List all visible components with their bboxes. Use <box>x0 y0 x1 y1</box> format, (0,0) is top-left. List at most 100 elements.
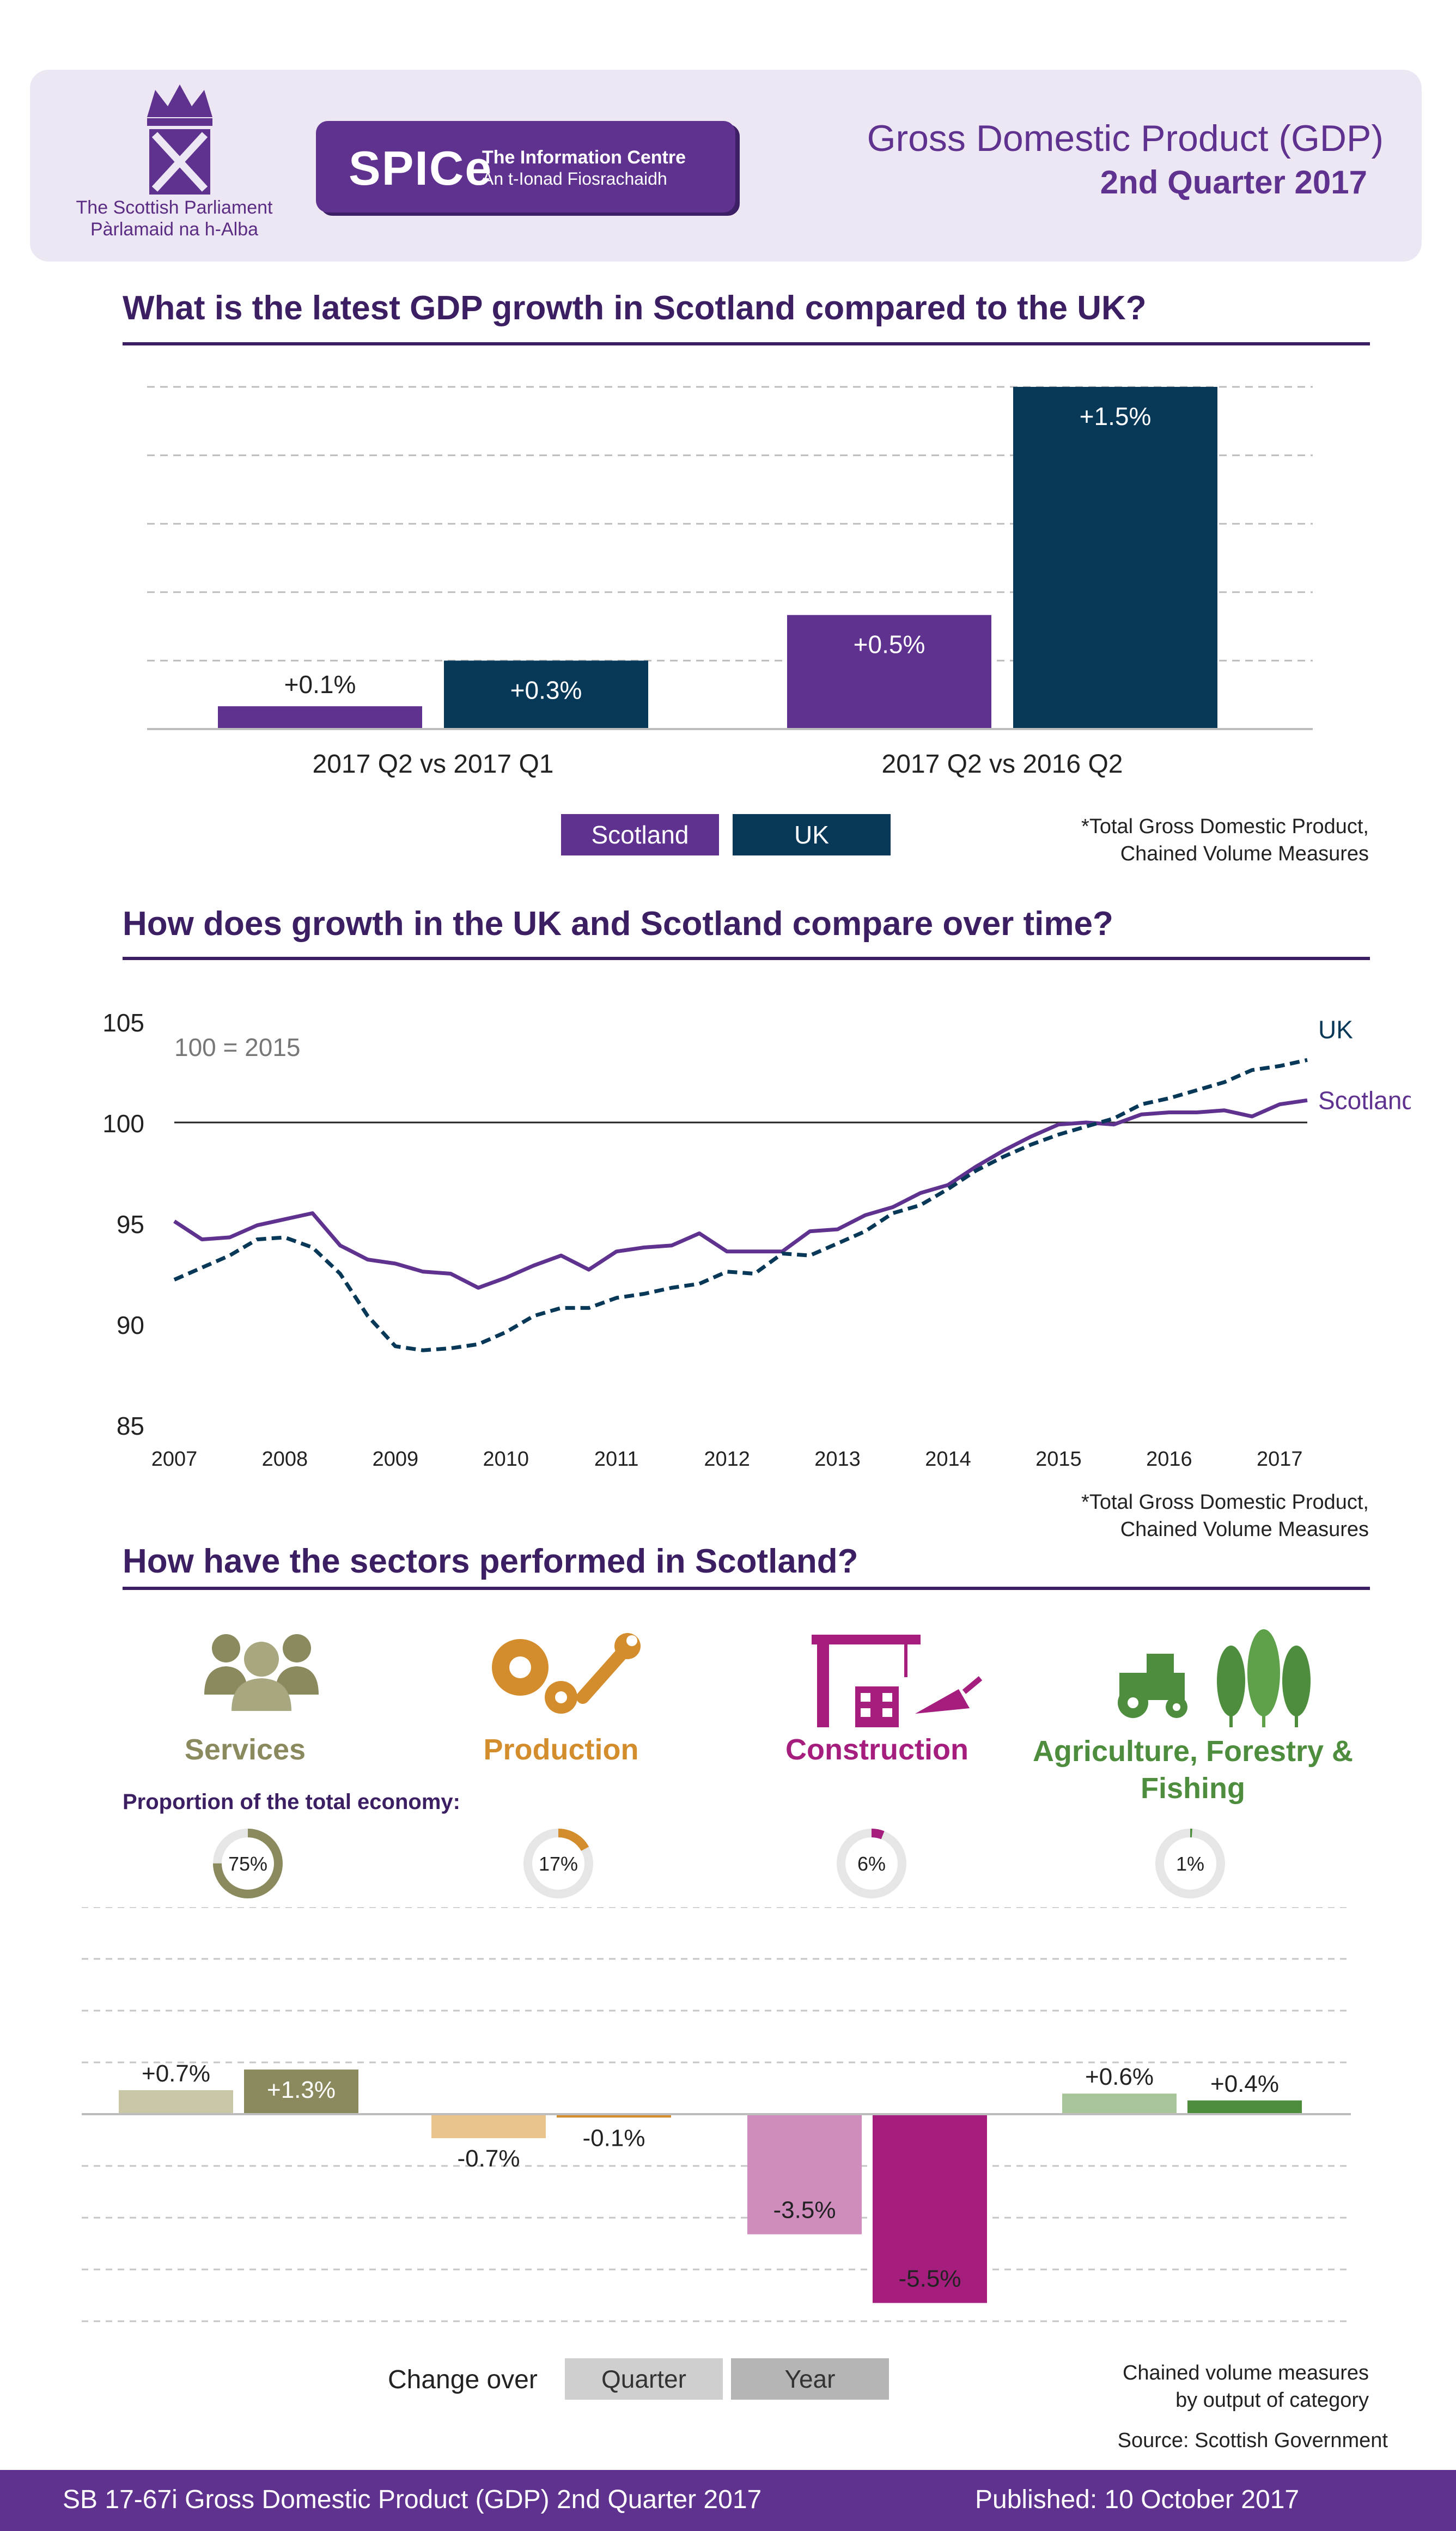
x-tick-label: 2009 <box>373 1448 419 1471</box>
bar-year-0 <box>244 2069 358 2114</box>
bar-uk-1 <box>1013 387 1217 729</box>
y-tick-label: 85 <box>117 1412 144 1440</box>
section1-note-line2: Chained Volume Measures <box>1120 842 1369 865</box>
bar-year-3 <box>1187 2100 1302 2114</box>
crane-and-trowel-icon <box>812 1635 983 1727</box>
section3-heading: How have the sectors performed in Scotla… <box>123 1543 858 1580</box>
parliament-name-en: The Scottish Parliament <box>76 197 273 218</box>
bar-scotland-0 <box>218 706 422 729</box>
gears-and-wrench-icon <box>492 1633 641 1714</box>
proportion-label: Proportion of the total economy: <box>123 1790 460 1814</box>
x-tick-label: 2008 <box>262 1448 308 1471</box>
sector-services-label: Services <box>184 1733 306 1766</box>
page-subtitle: 2nd Quarter 2017 <box>1100 164 1367 201</box>
parliament-name-gd: Pàrlamaid na h-Alba <box>90 219 259 240</box>
y-tick-label: 105 <box>102 1009 144 1037</box>
spice-logo-line1: The Information Centre <box>482 147 686 168</box>
legend-scotland: Scotland <box>561 814 719 855</box>
spice-logo-word: SPICe <box>349 141 493 195</box>
bar-label-year-2: -5.5% <box>899 2266 961 2292</box>
donut-fill-1 <box>523 1829 593 1898</box>
section2-rule <box>123 957 1370 960</box>
bar-label-uk-1: +1.5% <box>1080 402 1152 430</box>
x-tick-label: 2011 <box>594 1448 639 1471</box>
bar-scotland-1 <box>787 615 991 729</box>
section2-note-line1: *Total Gross Domestic Product, <box>1081 1491 1369 1514</box>
gdp-growth-bar-chart: +0.1% +0.3% 2017 Q2 vs 2017 Q1 +0.5% +1.5% 20… <box>147 386 1313 779</box>
bar-uk-0 <box>444 660 648 729</box>
section1-note-line1: *Total Gross Domestic Product, <box>1081 815 1369 838</box>
index-annotation: 100 = 2015 <box>174 1033 301 1061</box>
section3-rule <box>123 1587 1370 1590</box>
sector-change-bar-chart: +0.7% +1.3% -0.7% -0.1% -3.5% -5.5% +0.6% +0.4% <box>82 1907 1351 2322</box>
donut-fill-2 <box>837 1829 906 1898</box>
series-line-scotland <box>173 1098 1308 1290</box>
section2-heading: How does growth in the UK and Scotland c… <box>123 905 1113 943</box>
section1-note: *Total Gross Domestic Product, Chained V… <box>1081 813 1369 867</box>
donut-label: 6% <box>857 1853 886 1875</box>
footer-published-date: Published: 10 October 2017 <box>975 2485 1300 2514</box>
x-tick-label: 2010 <box>483 1448 529 1471</box>
series-label-scotland: Scotland <box>1318 1086 1411 1114</box>
x-tick-label: 2007 <box>151 1448 198 1471</box>
bar-label-year-0: +1.3% <box>267 2077 336 2103</box>
section3-note-line1: Chained volume measures <box>1122 2362 1369 2384</box>
section3-note-line2: by output of category <box>1175 2389 1369 2412</box>
x-tick-label: 2015 <box>1035 1448 1082 1471</box>
donut-label: 75% <box>228 1853 267 1875</box>
sector-production-label: Production <box>483 1733 639 1766</box>
x-tick-label: 2017 Q2 vs 2016 Q2 <box>882 750 1123 779</box>
section1-rule <box>123 342 1370 345</box>
donut-label: 17% <box>539 1853 578 1875</box>
footer-bar <box>0 2470 1456 2531</box>
legend-quarter: Quarter <box>565 2358 723 2400</box>
spice-logo-line2: An t-Ionad Fiosrachaidh <box>482 169 667 189</box>
bar-label-year-3: +0.4% <box>1210 2071 1279 2097</box>
bar-label-year-1: -0.1% <box>583 2125 645 2151</box>
y-tick-label: 95 <box>117 1210 144 1239</box>
gdp-index-line-chart: 85 90 95 100 105 2007 2008 2009 2010 2011 2012 2013… <box>102 1009 1411 1471</box>
x-tick-label: 2014 <box>925 1448 971 1471</box>
donut-label: 1% <box>1176 1853 1204 1875</box>
source-text: Source: Scottish Government <box>1117 2429 1388 2452</box>
donut-fill-0 <box>213 1829 283 1898</box>
x-tick-label: 2016 <box>1146 1448 1192 1471</box>
bar-label-quarter-2: -3.5% <box>773 2197 836 2224</box>
bar-quarter-2 <box>747 2114 862 2235</box>
sector-construction-label: Construction <box>785 1733 968 1766</box>
bar-year-1 <box>557 2114 671 2118</box>
scottish-parliament-crest-icon <box>147 84 212 195</box>
bar-label-quarter-0: +0.7% <box>142 2060 210 2087</box>
bar-quarter-1 <box>431 2114 546 2139</box>
legend-uk: UK <box>733 814 891 855</box>
bar-quarter-3 <box>1062 2093 1177 2114</box>
bar-label-scotland-0: +0.1% <box>284 670 356 699</box>
section1-heading: What is the latest GDP growth in Scotlan… <box>123 289 1147 327</box>
bar-label-scotland-1: +0.5% <box>854 630 925 659</box>
section3-note: Chained volume measures by output of cat… <box>1123 2359 1369 2414</box>
donut-fill-3 <box>1155 1829 1225 1898</box>
page-title: Gross Domestic Product (GDP) <box>867 118 1384 159</box>
x-tick-label: 2017 <box>1257 1448 1303 1471</box>
footer-reference: SB 17-67i Gross Domestic Product (GDP) 2… <box>63 2485 762 2514</box>
x-tick-label: 2013 <box>814 1448 861 1471</box>
legend-year: Year <box>731 2358 889 2400</box>
x-tick-label: 2017 Q2 vs 2017 Q1 <box>313 750 554 779</box>
spice-logo <box>316 121 735 213</box>
proportion-donuts: 75% 17% 6% 1% <box>213 1829 1225 1898</box>
bar-year-2 <box>873 2114 987 2303</box>
bar-label-uk-0: +0.3% <box>510 676 582 704</box>
y-tick-label: 100 <box>102 1109 144 1138</box>
bar-label-quarter-1: -0.7% <box>458 2145 520 2172</box>
sector-agriculture-label: Agriculture, Forestry & Fishing <box>1032 1735 1354 1805</box>
people-group-icon <box>204 1634 319 1711</box>
x-tick-label: 2012 <box>704 1448 750 1471</box>
bar-label-quarter-3: +0.6% <box>1085 2063 1154 2090</box>
series-label-uk: UK <box>1318 1015 1353 1043</box>
section2-note: *Total Gross Domestic Product, Chained V… <box>1081 1489 1369 1543</box>
series-line-uk <box>173 1058 1308 1352</box>
change-over-label: Change over <box>388 2365 538 2394</box>
y-tick-label: 90 <box>117 1311 144 1339</box>
section2-note-line2: Chained Volume Measures <box>1120 1518 1369 1541</box>
bar-quarter-0 <box>119 2090 233 2114</box>
